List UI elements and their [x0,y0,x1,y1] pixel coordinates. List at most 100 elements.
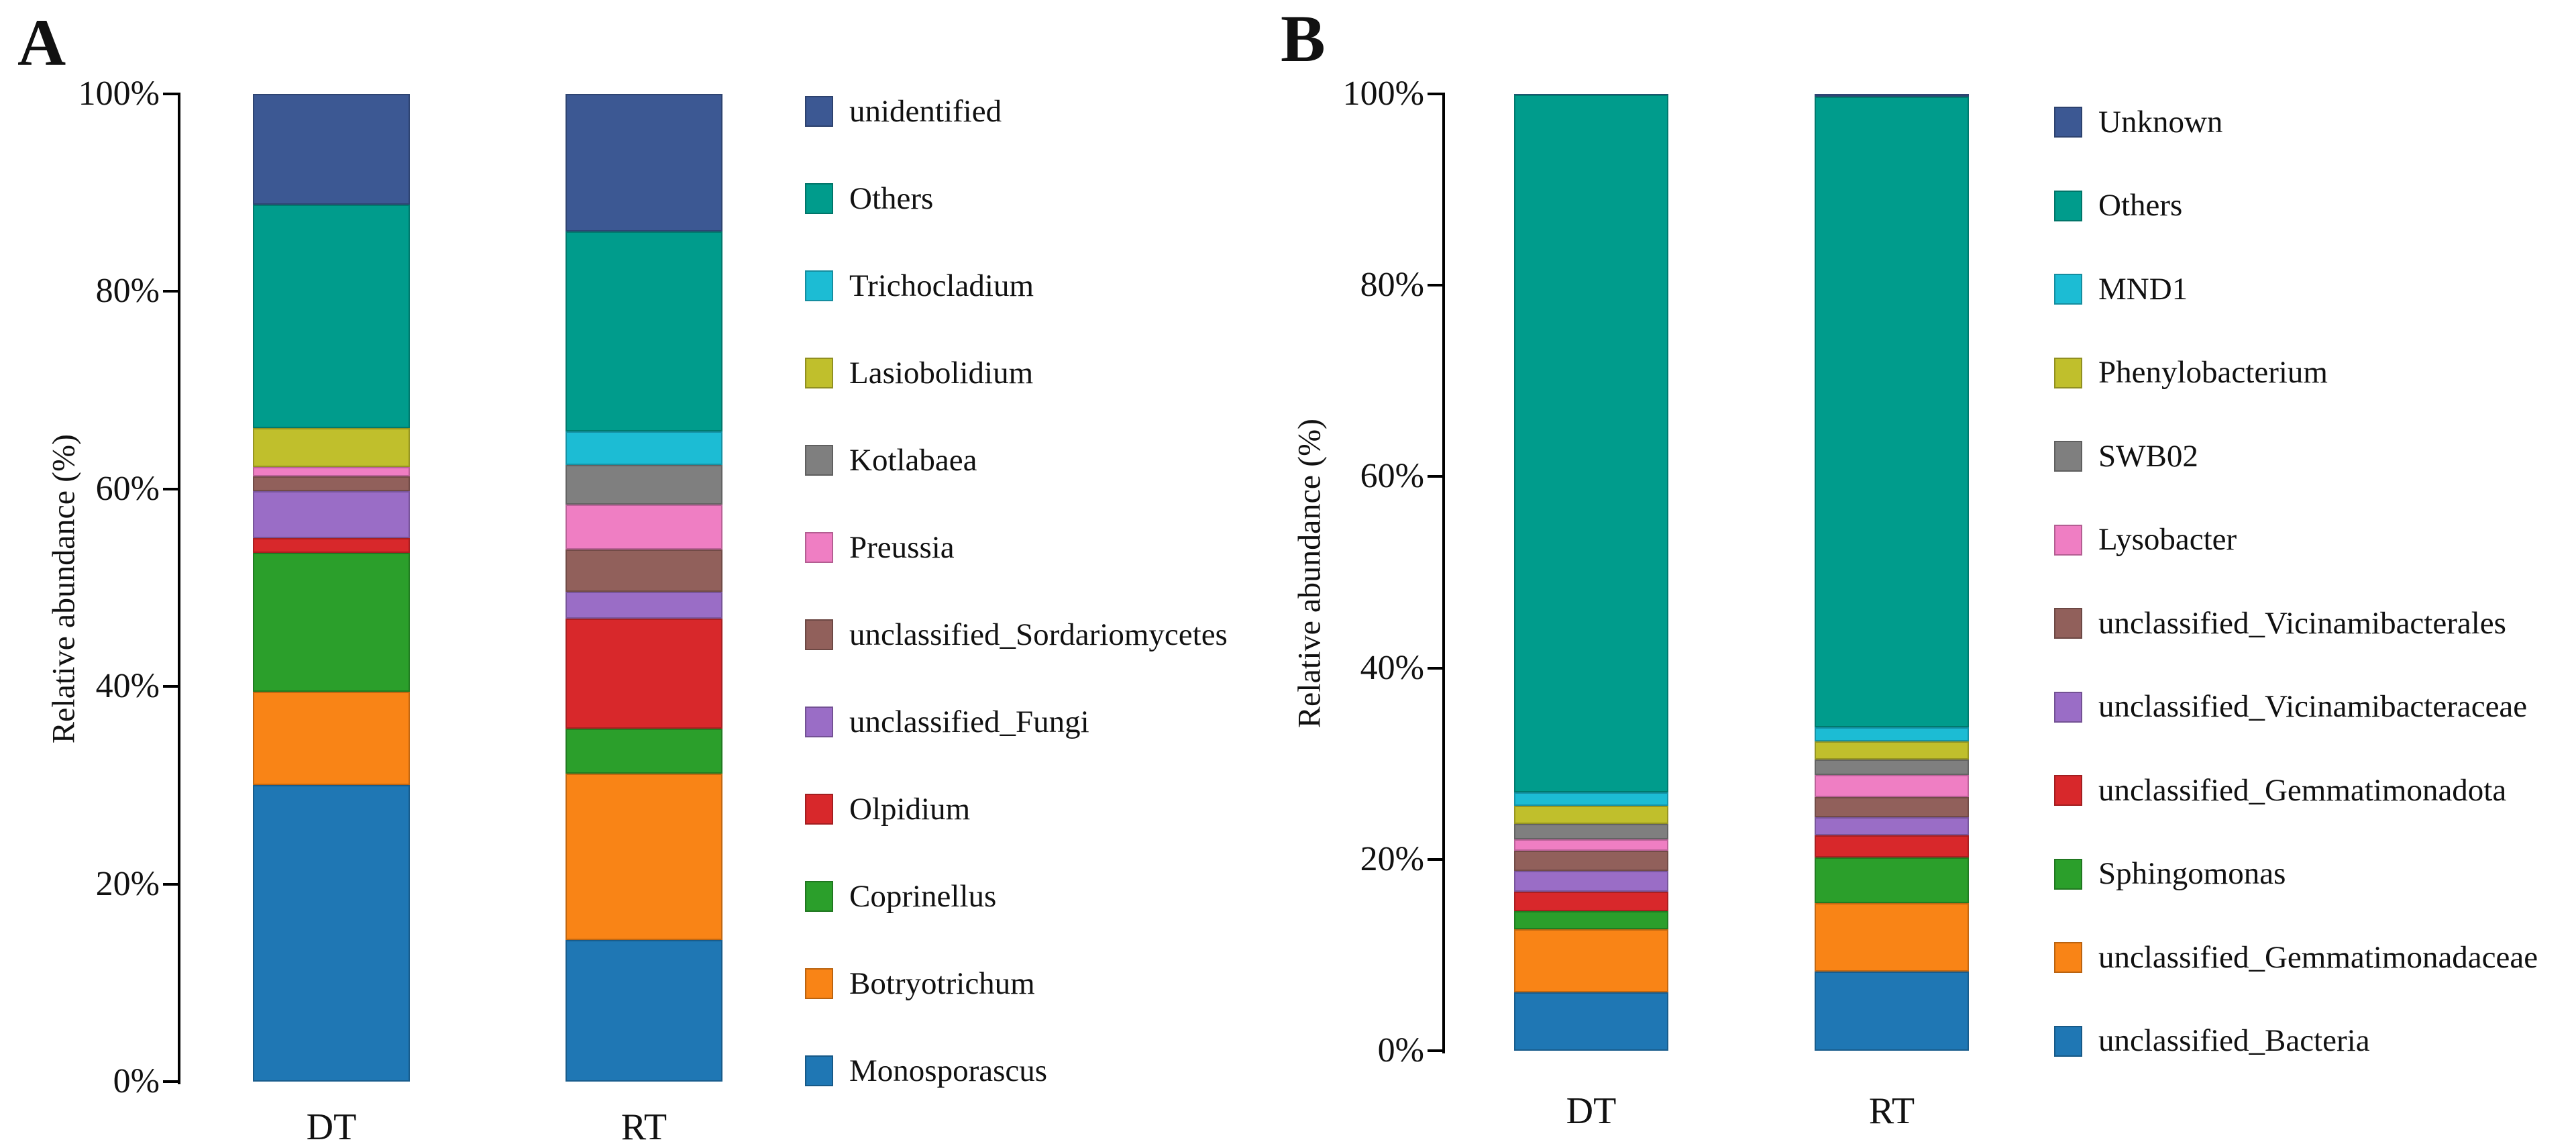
panel-a-y-tick-label: 100% [78,74,160,113]
panel-a-segment-lasiobolidium [253,427,410,468]
panel-b: B Relative abundance (%) 0% 20% 40% 60% 80% 1… [1238,0,2576,1148]
panel-a-y-tick-mark [163,882,178,886]
panel-b-segment-others [1514,95,1668,792]
panel-b-segment-unclassified_vicinamibacteraceae [1514,870,1668,892]
panel-a-segment-unclassified_fungi [566,591,722,619]
panel-a-legend-label: Preussia [849,529,955,565]
panel-a-segment-botryotrichum [253,691,410,786]
panel-b-y-tick-label: 100% [1342,74,1424,113]
panel-a-legend-label: Others [849,180,934,216]
panel-a-segment-others [566,231,722,432]
panel-a-legend-item-monosporascus: Monosporascus [805,1051,1047,1090]
panel-b-legend-item-lysobacter: Lysobacter [2054,521,2237,560]
panel-b-legend-label: unclassified_Vicinamibacterales [2098,605,2506,641]
panel-a-y-tick-label: 0% [113,1062,160,1100]
panel-b-segment-sphingomonas [1514,910,1668,929]
panel-b-segment-unclassified_bacteria [1815,971,1969,1051]
panel-a-legend-item-unidentified: unidentified [805,92,1002,131]
panel-b-legend-label: SWB02 [2098,438,2198,474]
panel-b-segment-unclassified_bacteria [1514,992,1668,1051]
panel-b-legend-item-mnd1: MND1 [2054,270,2188,309]
panel-a-legend-label: Coprinellus [849,878,997,914]
panel-b-legend-swatch-icon [2054,608,2082,639]
panel-b-segment-unclassified_vicinamibacteraceae [1815,817,1969,836]
panel-a-legend-label: Monosporascus [849,1053,1048,1088]
panel-a-legend-swatch-icon [805,968,833,999]
panel-b-segment-unknown [1514,94,1668,95]
panel-b-legend-label: unclassified_Vicinamibacteraceae [2098,689,2528,724]
panel-b-segment-mnd1 [1514,792,1668,806]
panel-b-legend-label: MND1 [2098,271,2188,307]
panel-a-legend-swatch-icon [805,707,833,737]
panel-b-y-tick-mark [1428,857,1442,861]
panel-a-segment-coprinellus [253,553,410,692]
panel-b-legend-swatch-icon [2054,524,2082,556]
panel-a-legend-label: Kotlabaea [849,442,977,478]
panel-a-y-tick-mark [163,487,178,490]
panel-b-y-tick-label: 40% [1360,648,1424,687]
panel-b-legend-swatch-icon [2054,274,2082,305]
panel-a-segment-unidentified [566,94,722,231]
panel-a-legend-swatch-icon [805,445,833,476]
panel-b-segment-others [1815,97,1969,727]
panel-b-legend-item-unclassified_gemmatimonadota: unclassified_Gemmatimonadota [2054,771,2506,810]
panel-b-segment-unclassified_gemmatimonadaceae [1514,929,1668,992]
panel-a-segment-preussia [253,467,410,476]
panel-b-x-label-rt: RT [1868,1090,1915,1132]
panel-b-bar-rt [1815,94,1969,1051]
panel-b-segment-lysobacter [1815,775,1969,798]
panel-a-y-tick-mark [163,93,178,95]
panel-b-y-tick-mark [1428,1049,1442,1052]
panel-a-legend-swatch-icon [805,183,833,214]
panel-a-legend-swatch-icon [805,532,833,563]
panel-a-legend-label: Olpidium [849,791,971,827]
panel-a-segment-trichocladium [566,431,722,466]
panel-b-segment-mnd1 [1815,727,1969,742]
panel-b-segment-lysobacter [1514,839,1668,851]
panel-b-y-tick-mark [1428,284,1442,287]
panel-b-legend-label: Others [2098,188,2183,223]
panel-a-segment-coprinellus [566,729,722,774]
panel-a-legend-label: Lasiobolidium [849,355,1034,390]
panel-a-legend-item-coprinellus: Coprinellus [805,877,996,916]
panel-a-segment-olpidium [253,538,410,554]
panel-a-x-label-rt: RT [621,1106,667,1148]
panel-b-segment-sphingomonas [1815,857,1969,904]
panel-b-legend-label: unclassified_Bacteria [2098,1023,2370,1058]
panel-b-legend-swatch-icon [2054,107,2082,138]
panel-b-y-tick-mark [1428,666,1442,670]
panel-a-segment-preussia [566,505,722,550]
panel-a-segment-botryotrichum [566,773,722,941]
panel-a-legend-swatch-icon [805,881,833,912]
panel-b-segment-unclassified_gemmatimonadaceae [1815,903,1969,972]
panel-a-segment-olpidium [566,618,722,729]
panel-a-y-tick-label: 40% [95,667,160,706]
panel-a-legend-swatch-icon [805,794,833,825]
panel-a-legend-item-lasiobolidium: Lasiobolidium [805,354,1033,393]
panel-b-segment-unclassified_gemmatimonadota [1514,892,1668,911]
panel-a-y-tick-mark [163,1080,178,1083]
panel-b-legend-item-sphingomonas: Sphingomonas [2054,855,2286,894]
panel-a-segment-unclassified_sordariomycetes [566,549,722,592]
panel-a-legend-swatch-icon [805,1055,833,1086]
panel-a-y-axis-line [178,93,180,1084]
panel-b-legend-label: unclassified_Gemmatimonadaceae [2098,939,2538,975]
panel-b-segment-unknown [1815,94,1969,97]
panel-b-y-tick-mark [1428,475,1442,478]
panel-a-segment-unclassified_fungi [253,490,410,539]
panel-b-segment-unclassified_vicinamibacterales [1815,797,1969,817]
panel-a-title: A [17,5,66,80]
panel-a-legend-swatch-icon [805,96,833,127]
panel-b-legend-swatch-icon [2054,858,2082,890]
panel-b-bar-dt [1514,94,1668,1051]
panel-a-x-label-dt: DT [306,1106,357,1148]
panel-a-segment-monosporascus [253,785,410,1082]
panel-b-legend-label: unclassified_Gemmatimonadota [2098,772,2507,808]
panel-a-segment-unclassified_sordariomycetes [253,476,410,491]
panel-a-legend-swatch-icon [805,619,833,650]
panel-b-legend-swatch-icon [2054,775,2082,806]
panel-b-legend-item-phenylobacterium: Phenylobacterium [2054,354,2328,393]
panel-a-legend-label: unclassified_Sordariomycetes [849,617,1228,652]
panel-a-legend-swatch-icon [805,358,833,388]
